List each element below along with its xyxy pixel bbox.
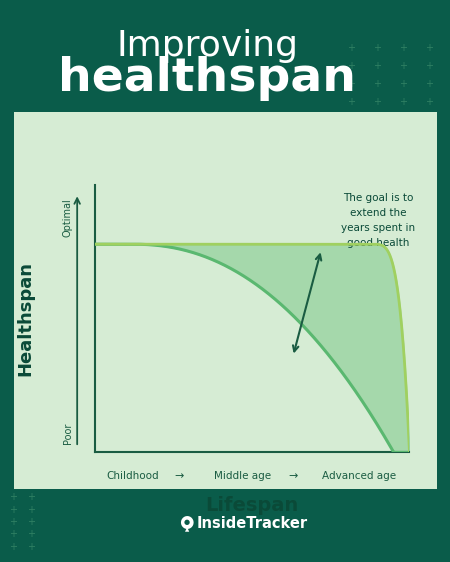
Text: ▲: ▲ xyxy=(184,527,189,532)
Text: Healthspan: Healthspan xyxy=(16,261,34,377)
Text: →: → xyxy=(288,471,297,481)
Text: →: → xyxy=(175,471,184,481)
Text: +: + xyxy=(27,492,36,502)
Text: +: + xyxy=(425,97,433,107)
Text: +: + xyxy=(9,492,18,502)
Text: +: + xyxy=(27,542,36,552)
Text: +: + xyxy=(347,97,355,107)
Text: InsideTracker: InsideTracker xyxy=(197,516,307,531)
Text: +: + xyxy=(347,43,355,53)
Text: +: + xyxy=(425,61,433,71)
Text: +: + xyxy=(399,97,407,107)
Text: +: + xyxy=(399,79,407,89)
Text: healthspan: healthspan xyxy=(58,56,356,101)
Text: +: + xyxy=(373,61,381,71)
Text: +: + xyxy=(9,517,18,527)
Text: Optimal: Optimal xyxy=(63,198,73,237)
Text: +: + xyxy=(27,529,36,540)
Text: Childhood: Childhood xyxy=(106,471,158,481)
Text: The goal is to
extend the
years spent in
good health: The goal is to extend the years spent in… xyxy=(341,193,415,248)
Text: +: + xyxy=(399,43,407,53)
Text: ●: ● xyxy=(180,513,194,531)
Text: ●: ● xyxy=(184,519,190,524)
Text: Improving: Improving xyxy=(116,29,298,63)
Text: +: + xyxy=(425,43,433,53)
Text: +: + xyxy=(347,79,355,89)
Text: +: + xyxy=(27,517,36,527)
Text: +: + xyxy=(399,61,407,71)
Text: +: + xyxy=(9,542,18,552)
Text: +: + xyxy=(9,505,18,515)
Text: Poor: Poor xyxy=(63,423,73,445)
Text: +: + xyxy=(425,79,433,89)
Text: +: + xyxy=(9,529,18,540)
Text: Middle age: Middle age xyxy=(214,471,271,481)
Text: Lifespan: Lifespan xyxy=(205,496,299,515)
Text: +: + xyxy=(27,505,36,515)
Text: +: + xyxy=(373,97,381,107)
Text: Advanced age: Advanced age xyxy=(322,471,396,481)
Text: +: + xyxy=(373,43,381,53)
Text: +: + xyxy=(373,79,381,89)
FancyBboxPatch shape xyxy=(3,103,447,498)
Text: +: + xyxy=(347,61,355,71)
